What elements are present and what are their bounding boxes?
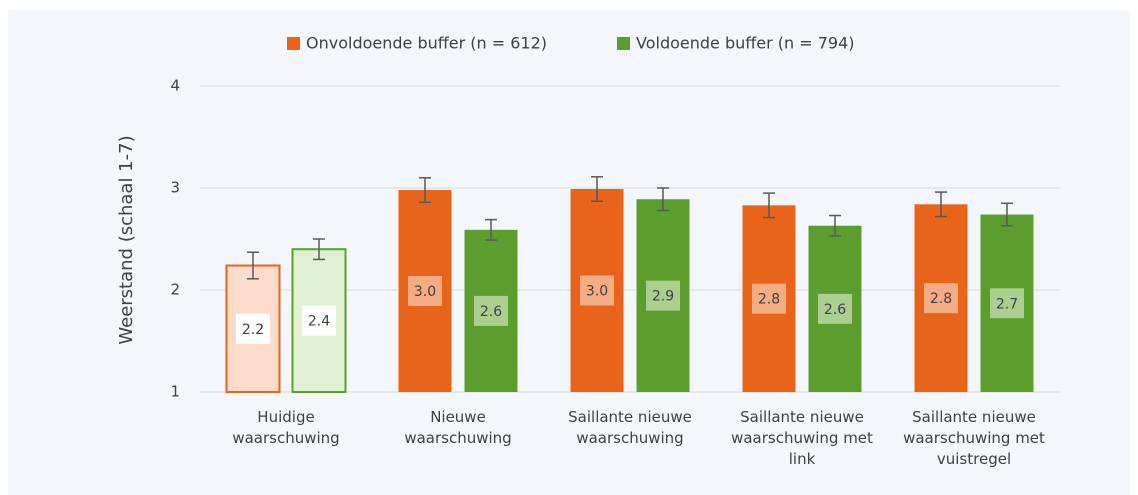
legend-swatch [617,37,630,50]
value-label-box [302,305,336,336]
error-bar [419,177,431,204]
x-tick-label: Saillante nieuwe waarschuwing [568,408,692,447]
value-label: 2.4 [308,314,330,330]
value-label-box [408,276,442,307]
error-bar [763,192,775,219]
value-label: 2.9 [652,289,674,305]
error-bar [247,251,259,280]
value-label-box [236,313,270,344]
value-label: 2.6 [480,304,502,320]
error-bar [1001,202,1013,227]
value-label-box [924,283,958,314]
value-label-box [990,288,1024,319]
value-label: 3.0 [586,284,608,300]
value-label-box [474,295,508,326]
value-label: 2.6 [824,302,846,318]
value-label: 2.8 [930,291,952,307]
x-tick-label: Huidige waarschuwing [232,408,339,447]
y-tick-label: 4 [170,77,180,95]
error-bar [485,218,497,241]
error-bar [313,238,325,261]
value-label: 2.8 [758,292,780,308]
x-tick-label: Saillante nieuwe waarschuwing met link [731,408,873,468]
legend-label: Voldoende buffer (n = 794) [636,34,855,53]
value-label: 3.0 [414,284,436,300]
y-tick-label: 1 [170,383,180,401]
value-label: 2.2 [242,322,264,338]
error-bar [829,214,841,237]
x-tick-label: Nieuwe waarschuwing [404,408,511,447]
value-label-box [646,280,680,311]
value-label-box [752,283,786,314]
x-tick-label: Saillante nieuwe waarschuwing met vuistreg… [903,408,1045,468]
legend-swatch [287,37,300,50]
error-bar [591,176,603,203]
value-label-box [580,275,614,306]
y-tick-label: 3 [170,179,180,197]
error-bar [657,187,669,212]
value-label: 2.7 [996,296,1018,312]
y-axis-label: Weerstand (schaal 1-7) [116,135,137,344]
value-label-box [818,293,852,324]
y-tick-label: 2 [170,281,180,299]
legend-label: Onvoldoende buffer (n = 612) [306,34,547,53]
error-bar [935,191,947,218]
